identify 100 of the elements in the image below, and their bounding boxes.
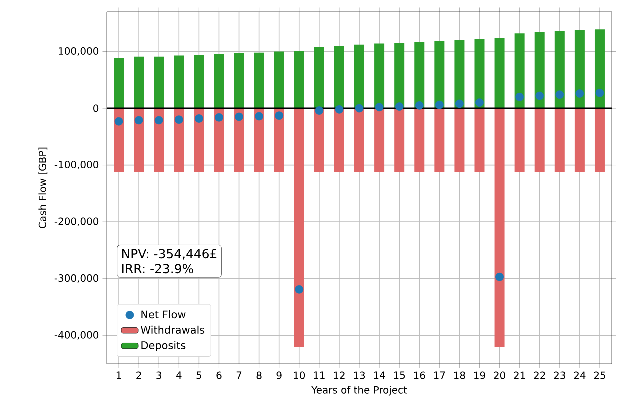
x-tick-label: 11 [314, 372, 325, 380]
point [556, 90, 564, 100]
x-tick-label: 10 [294, 372, 306, 380]
bar [314, 108, 324, 172]
point [435, 100, 444, 110]
point [516, 92, 524, 102]
y-tick-label: 0 [94, 104, 99, 112]
x-tick-label: 23 [554, 372, 566, 380]
x-tick-label: 15 [394, 372, 406, 380]
bar [594, 30, 605, 109]
bar [394, 43, 405, 109]
point [315, 106, 324, 115]
bar [574, 108, 585, 172]
point [496, 272, 504, 282]
point [415, 101, 424, 110]
point [114, 117, 124, 126]
x-tick-label: 6 [216, 372, 222, 380]
bar [534, 108, 545, 172]
x-tick-label: 21 [514, 372, 526, 380]
legend-label: Net Flow [142, 310, 186, 319]
bar [554, 108, 565, 172]
x-tick-label: 12 [334, 372, 345, 380]
point [335, 105, 344, 114]
x-tick-label: 1 [116, 372, 122, 380]
point [235, 112, 244, 122]
bar [294, 108, 304, 347]
bar [434, 42, 445, 109]
point [536, 92, 544, 100]
point [596, 88, 604, 98]
annotation: IRR: -23.9% [122, 264, 194, 274]
bar [554, 31, 565, 109]
bar [174, 56, 184, 109]
point [576, 90, 584, 98]
bar [214, 54, 224, 109]
point [375, 103, 384, 112]
bar [254, 52, 264, 109]
y-tick-label: -100,000 [54, 161, 99, 170]
bar [114, 58, 124, 109]
point [456, 100, 464, 108]
x-tick-label: 24 [574, 372, 586, 380]
x-tick-label: 14 [374, 372, 386, 380]
x-tick-label: 9 [276, 372, 282, 380]
legend-label: Withdrawals [141, 326, 205, 334]
annotation: NPV: -354,446£ [122, 249, 217, 260]
x-tick-label: 18 [454, 372, 466, 380]
point [255, 112, 264, 121]
point [134, 116, 144, 125]
bar [154, 56, 164, 109]
x-tick-label: 3 [156, 372, 162, 380]
y-tick-label: -400,000 [54, 331, 99, 340]
bar [234, 53, 244, 109]
x-tick-label: 25 [594, 372, 606, 380]
point [295, 285, 304, 294]
bar [294, 51, 304, 109]
bar [394, 108, 405, 172]
bar [474, 108, 485, 172]
bar [434, 108, 445, 172]
bar [374, 44, 385, 109]
bar [414, 42, 425, 109]
legend-label: Deposits [142, 341, 186, 352]
bar [494, 38, 505, 109]
bar [194, 55, 204, 109]
point [476, 98, 484, 108]
bar [514, 108, 525, 172]
bar [454, 40, 465, 109]
x-axis-title: Years of the Project [312, 386, 408, 396]
x-tick-label: 16 [414, 372, 426, 380]
point [395, 102, 404, 112]
point [215, 113, 224, 122]
x-tick-label: 4 [176, 372, 182, 380]
x-tick-label: 19 [474, 372, 486, 380]
y-axis-title: Cash Flow [GBP] [38, 148, 48, 228]
x-tick-label: 13 [354, 372, 366, 380]
bar [274, 52, 284, 109]
x-tick-label: 20 [494, 372, 506, 380]
point [275, 112, 284, 120]
y-tick-label: 100,000 [59, 47, 99, 56]
bar [414, 108, 425, 172]
bar [334, 108, 344, 172]
x-tick-label: 5 [196, 372, 202, 380]
bar [454, 108, 465, 172]
bar [494, 108, 505, 347]
x-tick-label: 2 [136, 372, 142, 380]
bar [514, 34, 525, 109]
point [355, 104, 364, 113]
point [154, 116, 164, 125]
x-tick-label: 8 [256, 372, 262, 380]
bar [314, 47, 324, 109]
x-tick-label: 7 [236, 372, 242, 380]
point [194, 114, 204, 123]
bar [574, 30, 585, 109]
bar [334, 46, 344, 109]
y-tick-label: -200,000 [54, 218, 99, 226]
bar [354, 44, 365, 109]
x-tick-label: 22 [534, 372, 546, 380]
y-tick-label: -300,000 [54, 274, 99, 284]
bar [594, 108, 605, 172]
bar [134, 56, 144, 109]
bar [354, 108, 365, 172]
x-tick-label: 17 [434, 372, 446, 380]
